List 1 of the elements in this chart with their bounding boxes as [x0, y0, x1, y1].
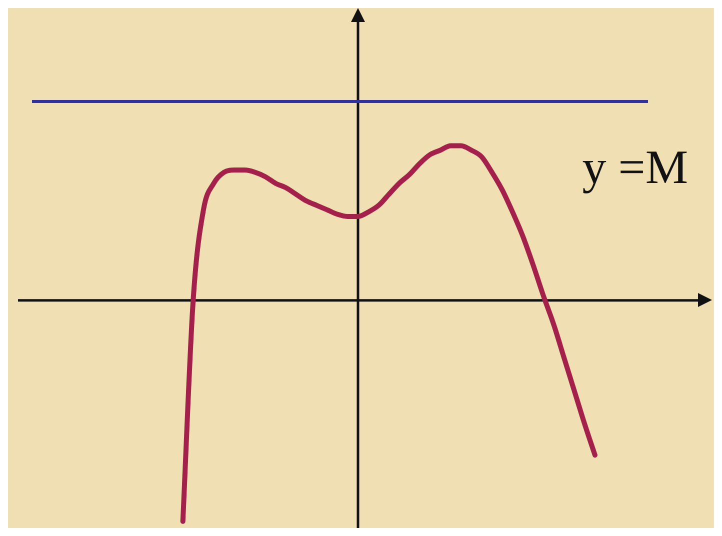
ref-line-label: y =M — [582, 141, 688, 194]
